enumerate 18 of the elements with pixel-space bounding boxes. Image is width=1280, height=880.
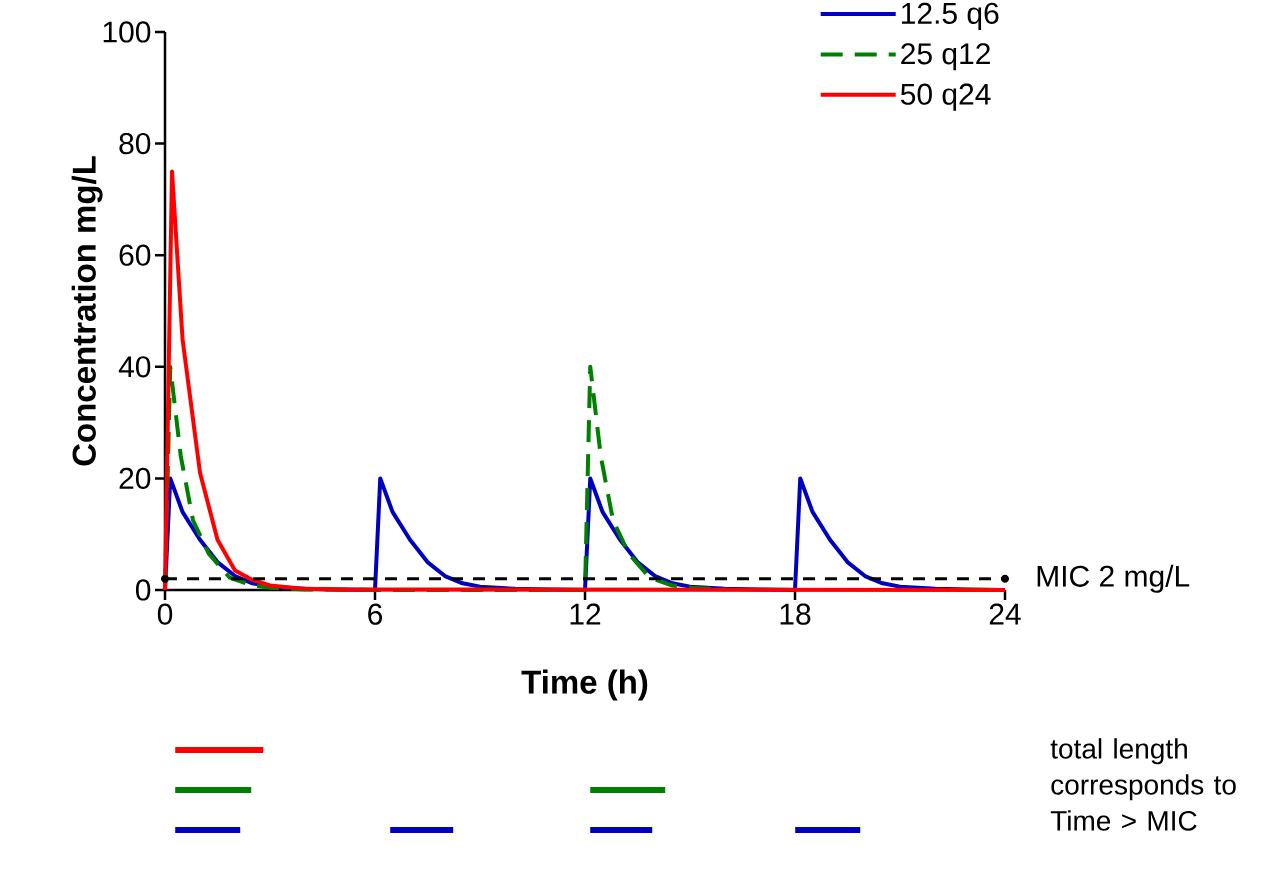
y-tick-label: 80 [119, 132, 151, 155]
y-tick-label: 0 [135, 579, 151, 601]
text: total length corresponds to Time > MIC [1050, 738, 1236, 831]
ref-line-label: MIC 2 mg/L [1037, 564, 1190, 593]
y-tick-label: 40 [118, 356, 151, 378]
legend-label: 50 q24 [900, 83, 991, 111]
x-tick-label: 12 [570, 603, 601, 625]
y-tick-label: 60 [119, 244, 151, 266]
y-axis-title: Concentration mg/L [71, 156, 103, 466]
legend-label: 25 q12 [901, 43, 990, 71]
x-tick-label: 18 [780, 603, 811, 625]
x-axis-title: Time (h) [521, 669, 648, 701]
legend-label: 12.5 q6 [902, 2, 999, 30]
x-tick-label: 0 [157, 603, 173, 625]
y-tick-label: 100 [103, 21, 151, 43]
x-tick-label: 24 [989, 603, 1021, 625]
x-tick-label: 6 [368, 603, 383, 625]
y-tick-label: 20 [119, 467, 151, 490]
